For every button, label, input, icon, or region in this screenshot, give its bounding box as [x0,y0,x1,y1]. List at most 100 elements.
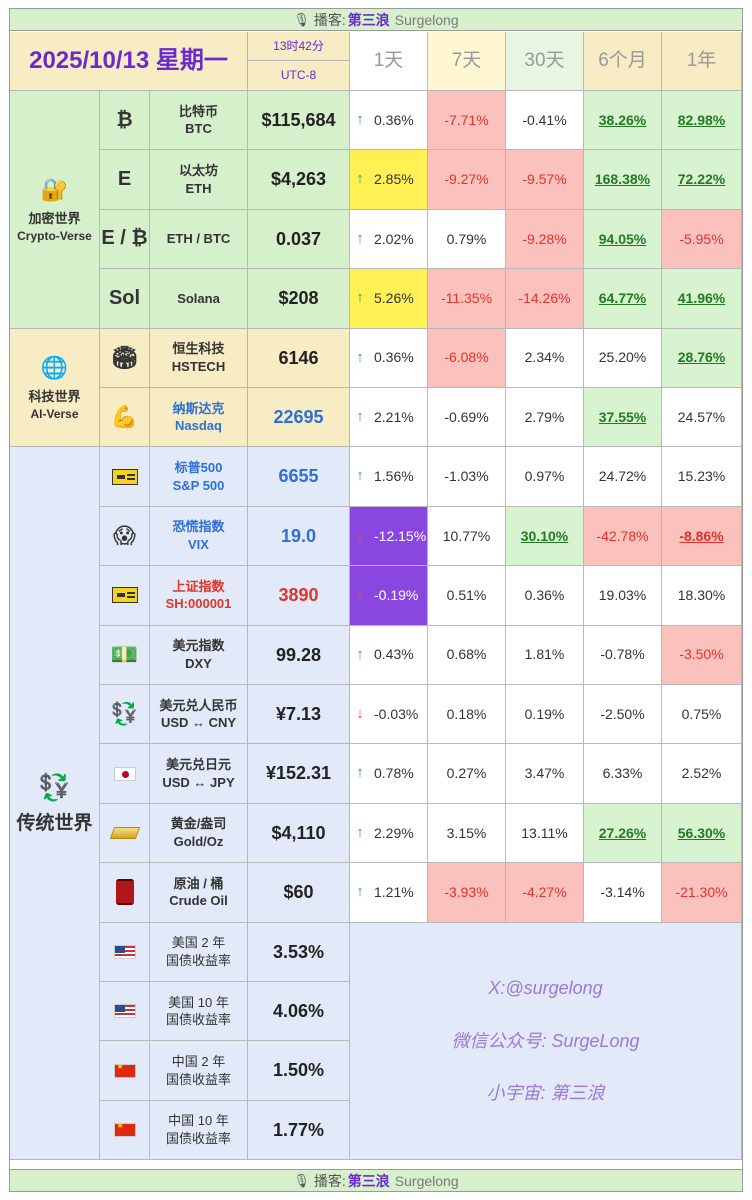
bond-name: 美国 10 年国债收益率 [150,982,248,1042]
change-7天: 0.68% [428,625,506,685]
yield-value: 4.06% [272,1001,325,1022]
asset-symbol-text: Sol [108,286,141,309]
change-value: -9.57% [522,171,567,188]
asset-name: Solana [150,269,248,329]
bond-yield: 1.77% [248,1100,350,1161]
period-header-0: 1天 [350,32,428,91]
asset-price: 19.0 [248,506,350,567]
change-1年: 2.52% [662,744,742,804]
microphone-icon: 🎙 [293,1172,310,1188]
change-value: -0.19% [374,586,419,603]
price-value: $208 [278,288,319,309]
change-30天: -9.28% [506,209,584,270]
change-30天: 13.11% [506,803,584,864]
asset-name-en: Crude Oil [169,893,228,909]
change-value: -4.27% [522,883,567,900]
change-1天: ↑ 0.43% [350,625,428,685]
banner-name: 第三浪 [347,11,390,28]
change-value: -9.27% [444,171,489,188]
period-header-2: 30天 [506,32,584,91]
asset-name-cn: 美元兑日元 [165,757,231,773]
change-value: -1.03% [444,468,489,485]
change-6个月: 19.03% [584,566,662,626]
change-7天: -6.08% [428,328,506,388]
change-1天: ↑ 1.56% [350,447,428,507]
change-30天: 1.81% [506,625,584,685]
watermark-line: 小宇宙: 第三浪 [486,1083,605,1104]
asset-name: 标普500 S&P 500 [150,447,248,507]
flexed-arm-icon: 💪 [110,404,139,430]
banner-en: Surgelong [394,1172,459,1189]
change-value: 13.11% [521,824,568,841]
ticket-icon [111,587,138,604]
price-value: $4,110 [271,822,326,843]
asset-price: ¥7.13 [248,685,350,745]
asset-name-cn: 黄金/盎司 [170,816,227,832]
change-value: 10.77% [442,527,491,544]
market-dashboard: 🎙 播客: 第三浪 Surgelong 2025/10/13 星期一 13时42分… [9,8,743,1192]
change-value: 2.79% [524,408,565,425]
change-1天: ↑ 2.02% [350,209,428,270]
change-value: -42.78% [596,527,649,544]
change-value: 168.38% [594,171,651,188]
asset-name: 美元兑日元 USD ↔ JPY [150,744,248,804]
arrow-up-icon: ↑ [356,764,364,782]
change-30天: -9.57% [506,150,584,210]
asset-name: 上证指数 SH:000001 [150,566,248,626]
bond-yield: 1.50% [248,1041,350,1101]
japan-flag-icon [113,766,136,781]
dollar-banknote-icon: 💵 [110,641,139,667]
change-value: -2.50% [600,705,645,722]
date-header: 2025/10/13 星期一 [10,32,248,91]
change-value: 28.76% [677,349,726,366]
arrow-up-icon: ↑ [356,467,364,485]
change-value: -7.71% [444,111,489,128]
change-1天: ↑ 0.78% [350,744,428,804]
timezone-header: UTC-8 [248,61,350,91]
asset-price: $208 [248,269,350,329]
change-value: 0.18% [446,705,487,722]
price-value: $60 [283,882,314,903]
change-value: 0.36% [524,586,565,603]
change-value: 2.34% [524,349,565,366]
asset-symbol: E / ₿ [100,209,150,270]
change-6个月: 25.20% [584,328,662,388]
change-30天: 2.34% [506,328,584,388]
asset-name-en: HSTECH [171,358,226,374]
asset-price: $115,684 [248,91,350,151]
change-value: 1.81% [524,646,565,663]
change-value: 5.26% [374,289,414,306]
change-7天: 3.15% [428,803,506,864]
asset-name-cn: ETH / BTC [166,231,231,247]
change-value: -9.28% [522,230,567,247]
gold-bar-icon [109,826,140,839]
microphone-icon: 🎙 [293,11,310,27]
asset-name-en: S&P 500 [172,477,225,493]
bond-name: 中国 2 年国债收益率 [150,1041,248,1101]
bond-name: 美国 2 年国债收益率 [150,922,248,982]
asset-name-cn: 上证指数 [172,578,225,594]
asset-name-en: VIX [188,536,209,552]
hstech-icon: 🏟 [110,344,139,370]
period-label: 1年 [686,50,717,72]
change-1天: ↑ 0.36% [350,328,428,388]
change-1天: ↑ 5.26% [350,269,428,329]
bond-name-sub: 国债收益率 [165,952,231,968]
arrow-down-icon: ↓ [356,705,364,723]
asset-symbol: 💱 [100,685,150,745]
asset-name: 比特币 BTC [150,91,248,151]
asset-name-cn: 原油 / 桶 [173,875,224,891]
watermark-block: X:@surgelong 微信公众号: SurgeLong 小宇宙: 第三浪 [350,922,742,1161]
change-6个月: 168.38% [584,150,662,210]
change-1年: 0.75% [662,685,742,745]
change-30天: 0.36% [506,566,584,626]
category-name: 科技世界 [28,389,81,405]
price-value: 22695 [273,407,324,428]
banner-label: 播客: [313,11,346,28]
change-6个月: -2.50% [584,685,662,745]
change-value: -3.14% [600,883,645,900]
change-value: -21.30% [675,883,728,900]
ticket-icon [111,468,138,485]
bond-name-sub: 国债收益率 [165,1071,231,1087]
change-7天: -1.03% [428,447,506,507]
